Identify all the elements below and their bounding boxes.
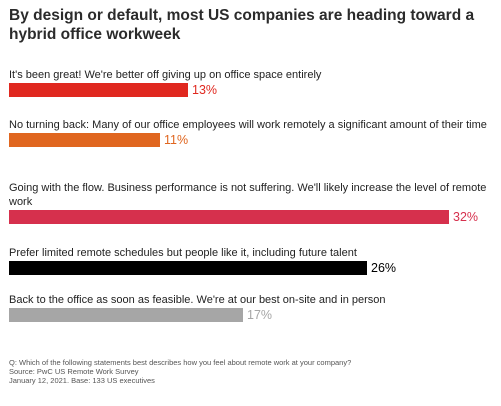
bar-row: 13%: [9, 83, 497, 97]
value-label: 11%: [164, 133, 189, 147]
bar-row: 11%: [9, 133, 497, 147]
chart-title: By design or default, most US companies …: [9, 7, 475, 43]
bar: [9, 308, 243, 322]
bar: [9, 261, 367, 275]
value-label: 13%: [192, 83, 218, 97]
bar-item: Going with the flow. Business performanc…: [9, 181, 497, 224]
footer-source: Source: PwC US Remote Work Survey: [9, 367, 139, 376]
value-label: 26%: [371, 261, 397, 275]
category-label: It's been great! We're better off giving…: [9, 69, 322, 81]
value-label: 17%: [247, 308, 273, 322]
bar: [9, 210, 449, 224]
bar-item: It's been great! We're better off giving…: [9, 68, 497, 97]
value-label: 32%: [453, 210, 479, 224]
footer-question: Q: Which of the following statements bes…: [9, 358, 352, 367]
chart-footer: Q: Which of the following statements bes…: [9, 358, 489, 385]
bar-item: Back to the office as soon as feasible. …: [9, 293, 497, 322]
category-label: Back to the office as soon as feasible. …: [9, 294, 386, 306]
footer-date-base: January 12, 2021. Base: 133 US executive…: [9, 376, 155, 385]
bar-item: No turning back: Many of our office empl…: [9, 118, 497, 147]
bar-row: 17%: [9, 308, 497, 322]
category-label: Prefer limited remote schedules but peop…: [9, 247, 357, 259]
bar: [9, 83, 188, 97]
bar: [9, 133, 160, 147]
category-label: No turning back: Many of our office empl…: [9, 119, 487, 131]
bar-row: 32%: [9, 210, 497, 224]
bar-row: 26%: [9, 261, 497, 275]
category-label: Going with the flow. Business performanc…: [9, 182, 487, 208]
bar-item: Prefer limited remote schedules but peop…: [9, 246, 497, 275]
